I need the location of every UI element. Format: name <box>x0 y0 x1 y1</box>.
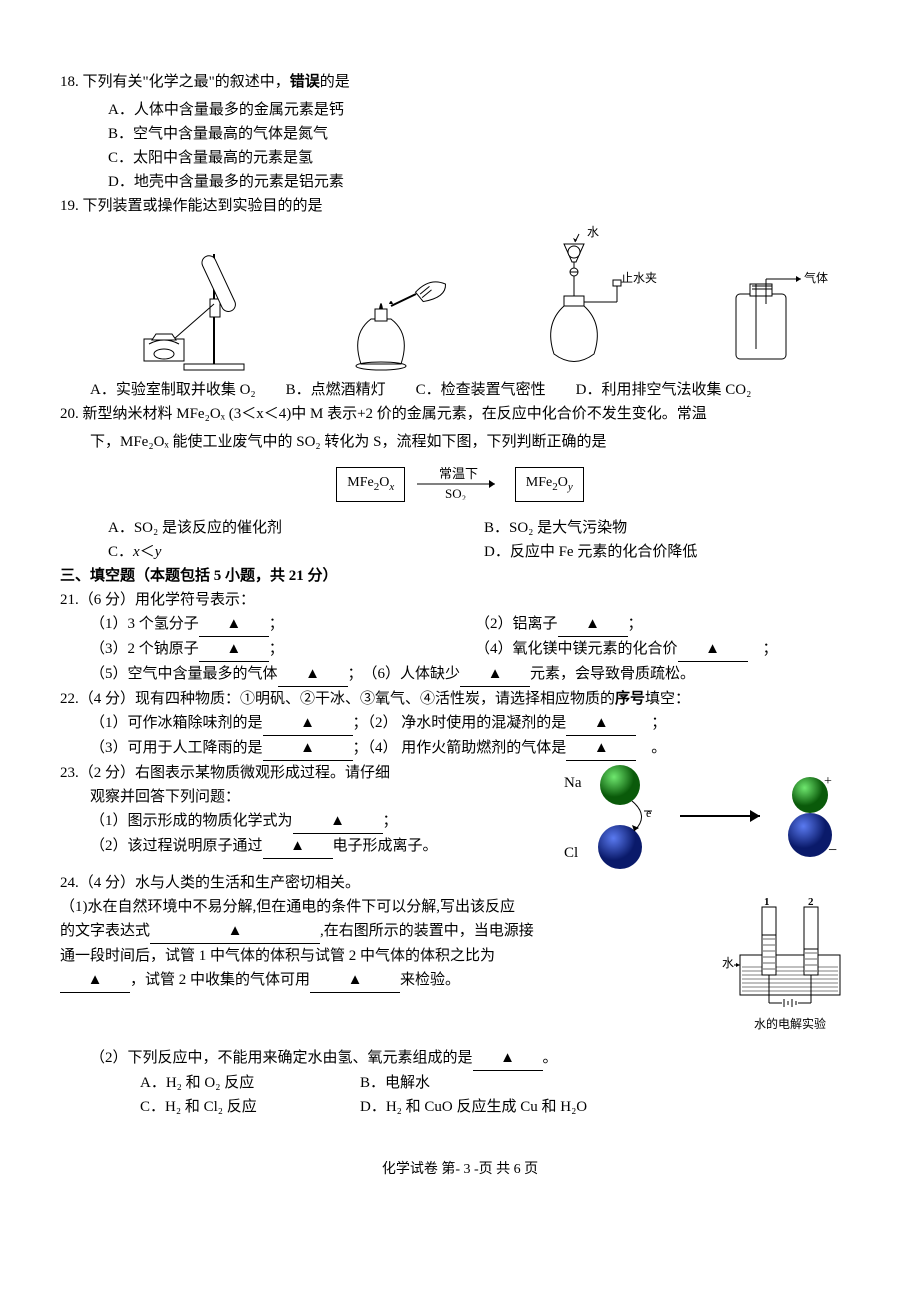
apparatus-a-icon <box>124 244 274 374</box>
apparatus-c-icon: 水 止水夹 <box>509 224 659 374</box>
page-footer: 化学试卷 第- 3 -页 共 6 页 <box>60 1159 860 1181</box>
q24-optB: B．电解水 <box>360 1071 860 1095</box>
q23-figure: Na Cl e + − <box>560 761 860 871</box>
e-label: e <box>646 806 651 820</box>
electrolysis-icon: 1 2 水 <box>720 895 860 1015</box>
q20-optD: D．反应中 Fe 元素的化合价降低 <box>484 540 860 564</box>
q20-l1: 20. 新型纳米材料 MFe₂Oₓ (3＜x＜4)中 M 表示+2 价的金属元素… <box>60 402 860 426</box>
q20-optA: A．SO₂ 是该反应的催化剂 <box>108 516 484 540</box>
flow-top-text: 常温下 <box>439 466 478 481</box>
q18-optD: D．地壳中含量最多的元素是铝元素 <box>60 170 860 194</box>
q24-caption: 水的电解实验 <box>720 1015 860 1034</box>
cl-label: Cl <box>564 845 578 861</box>
q24-p2: （2）下列反应中，不能用来确定水由氢、氧元素组成的是▲。 <box>60 1046 860 1071</box>
q20-optC: C．x＜y <box>108 540 484 564</box>
q21-p4: （4）氧化镁中镁元素的化合价▲ ； <box>475 637 860 662</box>
q18: 18. 下列有关"化学之最"的叙述中，错误的是 <box>60 70 860 94</box>
gas-label: 气体 <box>804 270 828 285</box>
fig-water-label: 水 <box>722 956 734 970</box>
q21-p2: （2）铝离子▲； <box>475 612 860 637</box>
flow-bottom-text: SO₂ <box>445 486 466 500</box>
q24-optD: D．H₂ 和 CuO 反应生成 Cu 和 H₂O <box>360 1095 860 1119</box>
tube1-label: 1 <box>764 896 770 908</box>
flow-left: MFe2Ox <box>336 467 405 501</box>
q18-stem: 18. 下列有关"化学之最"的叙述中， <box>60 74 290 90</box>
svg-text:+: + <box>824 774 832 789</box>
q19-diagC: 水 止水夹 <box>509 224 659 374</box>
q21-p1: （1）3 个氢分子▲； <box>90 612 475 637</box>
q18-tail: 的是 <box>320 74 350 90</box>
q21-stem: 21.（6 分）用化学符号表示： <box>60 588 860 612</box>
water-label: 水 <box>587 225 599 239</box>
q21-p56: （5）空气中含量最多的气体▲； （6）人体缺少▲元素，会导致骨质疏松。 <box>60 662 860 687</box>
q22-stem: 22.（4 分）现有四种物质：①明矾、②干冰、③氧气、④活性炭，请选择相应物质的… <box>60 687 860 711</box>
q24-optA: A．H₂ 和 O₂ 反应 <box>140 1071 360 1095</box>
q19-diagrams: 水 止水夹 气体 <box>100 224 860 374</box>
apparatus-b-icon <box>321 254 461 374</box>
q18-bold: 错误 <box>290 74 320 90</box>
q21-p3: （3）2 个钠原子▲； <box>90 637 475 662</box>
flow-right: MFe2Oy <box>515 467 584 501</box>
q19-stem: 19. 下列装置或操作能达到实验目的的是 <box>60 194 860 218</box>
q19-diagA <box>124 244 274 374</box>
q18-optC: C．太阳中含量最高的元素是氢 <box>60 146 860 170</box>
q19-diagB <box>321 254 461 374</box>
q23: Na Cl e + − 23.（2 分）右图表示某物质微观形成过程。请仔细 观察… <box>60 761 860 871</box>
q24-figure: 1 2 水 水的电解实验 <box>720 895 860 1034</box>
q18-optA: A．人体中含量最多的金属元素是钙 <box>60 98 860 122</box>
svg-text:−: − <box>828 842 837 859</box>
q22-row1: （1）可作冰箱除味剂的是▲；（2） 净水时使用的混凝剂的是▲ ； <box>60 711 860 736</box>
na-label: Na <box>564 775 582 791</box>
flow-arrow-icon: 常温下 SO₂ <box>415 466 505 500</box>
q20-flow: MFe2Ox 常温下 SO₂ MFe2Oy <box>60 466 860 502</box>
section3-title: 三、填空题（本题包括 5 小题，共 21 分） <box>60 564 860 588</box>
clamp-label: 止水夹 <box>621 271 657 285</box>
q24-optC: C．H₂ 和 Cl₂ 反应 <box>140 1095 360 1119</box>
atom-transfer-icon: Na Cl e + − <box>560 761 860 871</box>
q18-optB: B．空气中含量最高的气体是氮气 <box>60 122 860 146</box>
apparatus-d-icon: 气体 <box>706 254 836 374</box>
q22-row2: （3）可用于人工降雨的是▲；（4） 用作火箭助燃剂的气体是▲ 。 <box>60 736 860 761</box>
q24-stem: 24.（4 分）水与人类的生活和生产密切相关。 <box>60 871 860 895</box>
q19-options: A．实验室制取并收集 O₂ B．点燃酒精灯 C．检查装置气密性 D．利用排空气法… <box>60 378 860 402</box>
q20-optB: B．SO₂ 是大气污染物 <box>484 516 860 540</box>
tube2-label: 2 <box>808 896 814 908</box>
q19-diagD: 气体 <box>706 254 836 374</box>
q20-l2: 下，MFe₂Oₓ 能使工业废气中的 SO₂ 转化为 S，流程如下图，下列判断正确… <box>60 430 860 454</box>
q24-body: 1 2 水 水的电解实验 （1)水在自然环境中不易分解,但在通电的条件下可以分解… <box>60 895 860 1034</box>
